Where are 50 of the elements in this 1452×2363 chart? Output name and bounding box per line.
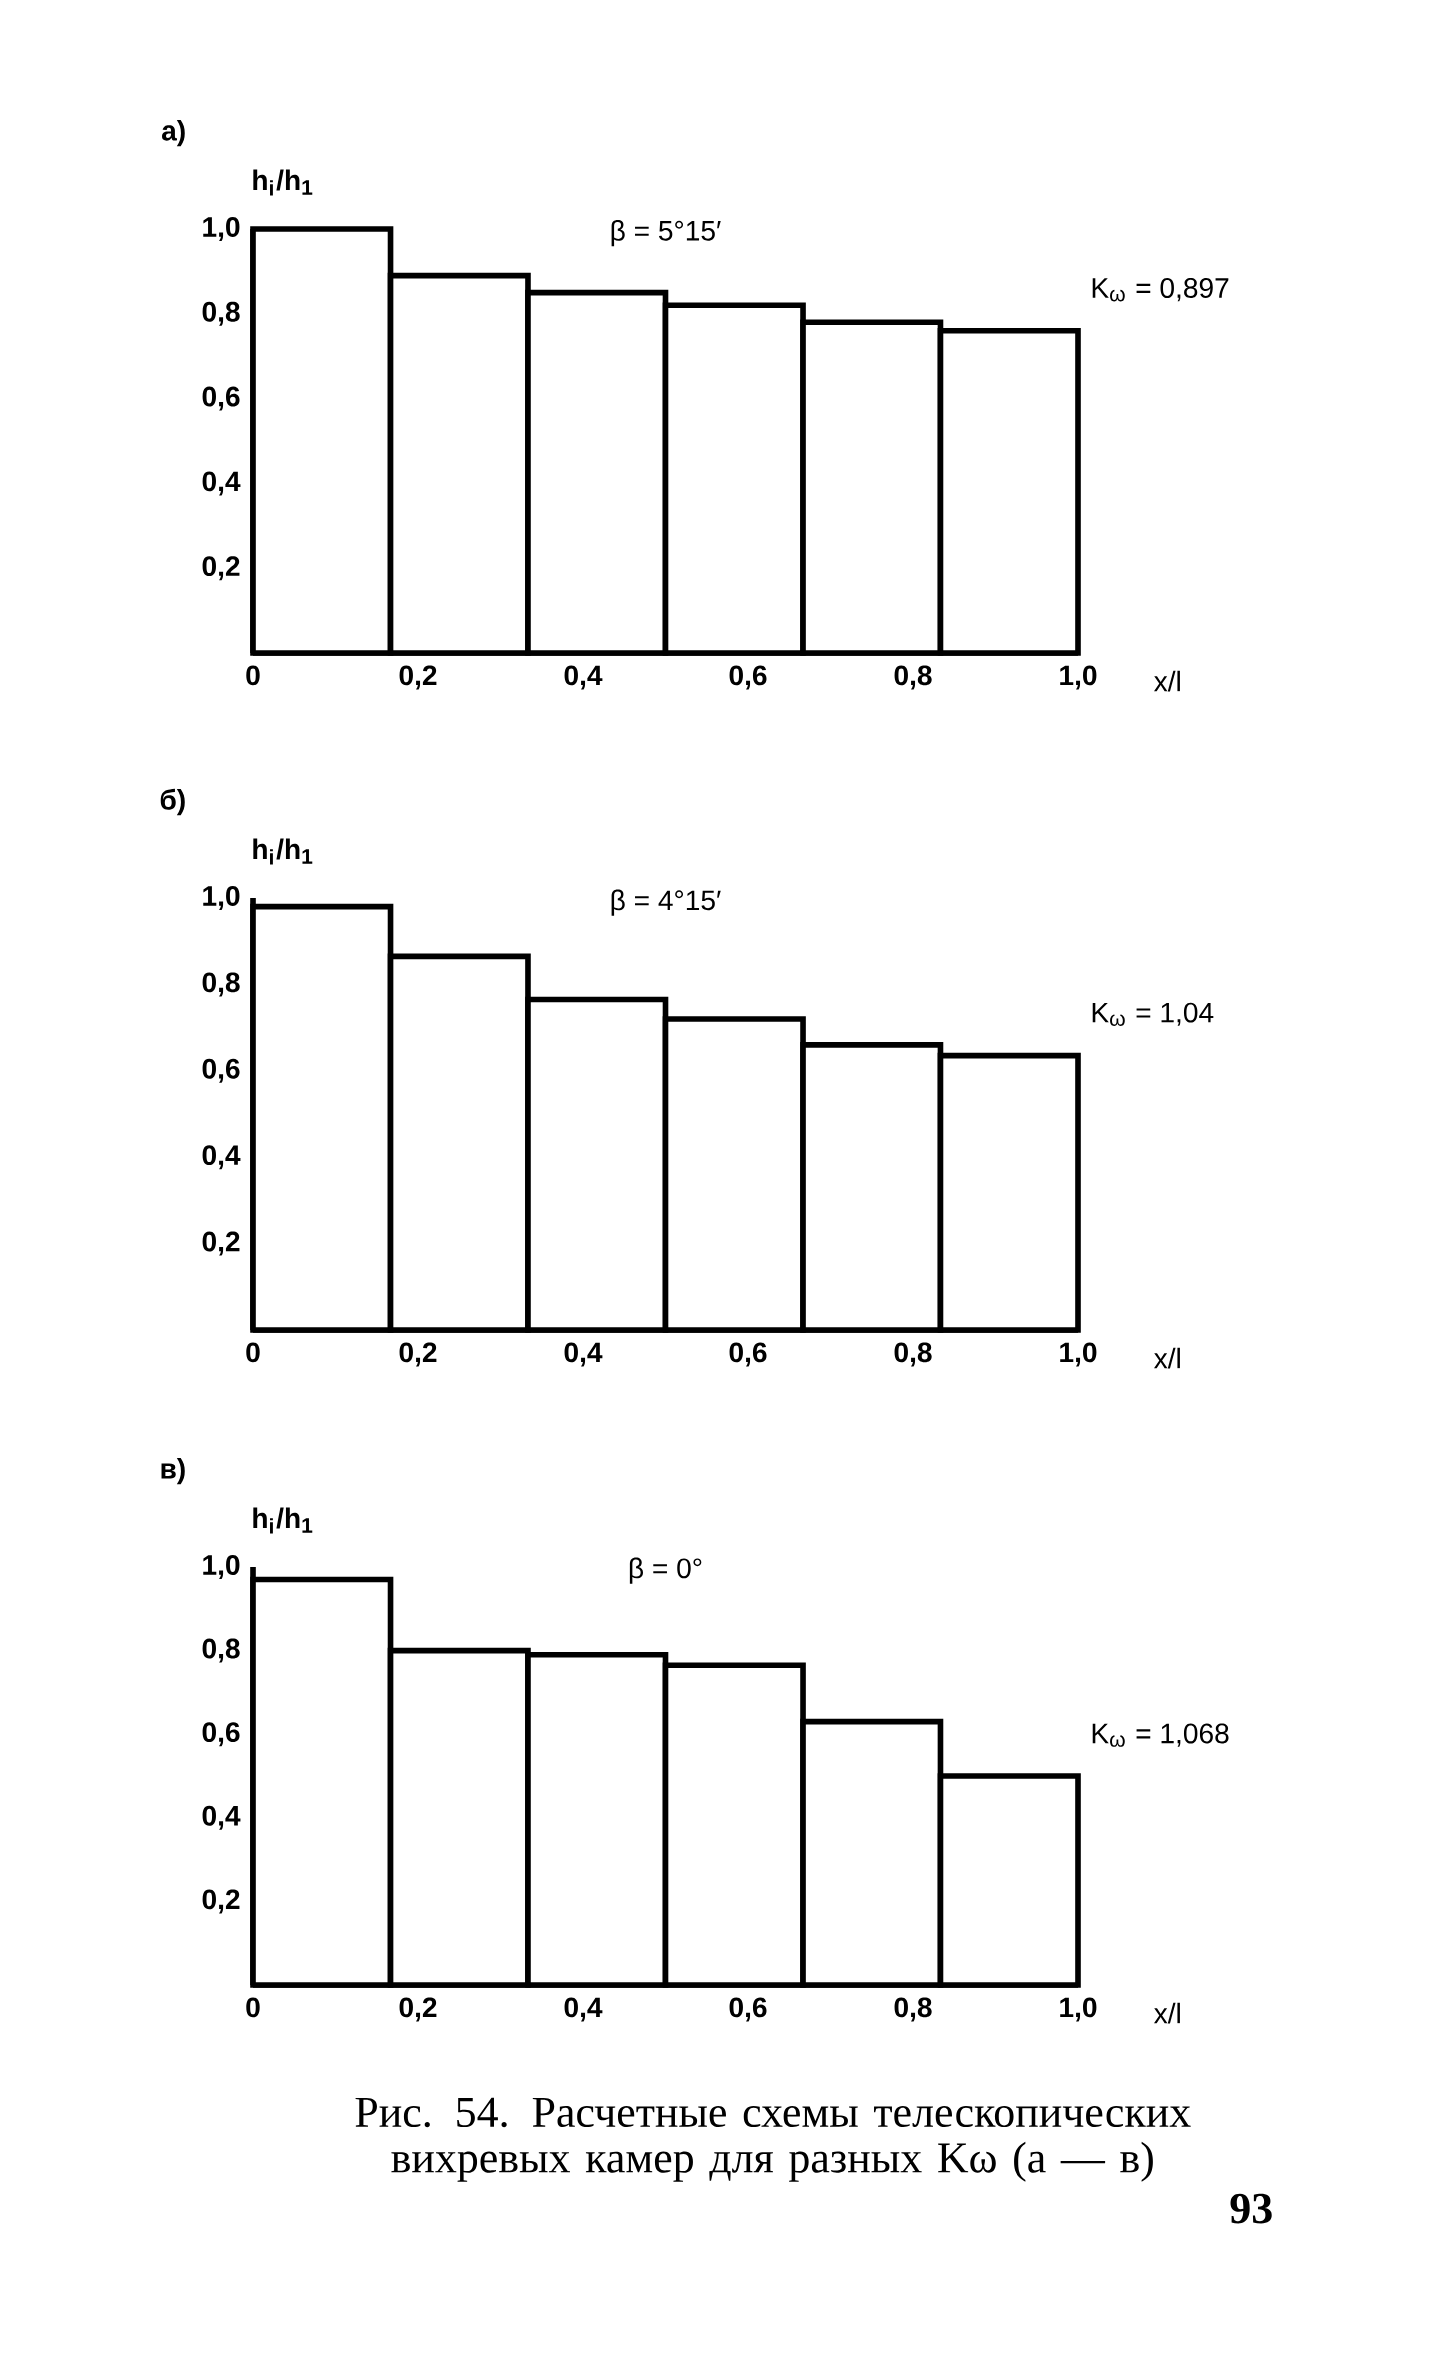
- x-tick-label: 1,0: [1060, 1342, 1097, 1367]
- y-tick-label: 0,6: [202, 1722, 240, 1747]
- y-tick-label: 1,0: [203, 217, 240, 241]
- annotation: β = 5°15′: [611, 220, 721, 247]
- y-tick-label: 0,8: [202, 972, 240, 997]
- x-tick-label: 0,2: [399, 1997, 437, 2022]
- chart-title: а): [162, 120, 185, 147]
- x-tick-label: 0: [246, 1342, 260, 1363]
- x-axis-title: x/l: [1154, 1347, 1180, 1369]
- x-tick-label: 0,6: [729, 1997, 767, 2022]
- x-axis-title: x/l: [1154, 2002, 1180, 2024]
- text: K$_{ω}$ = 0,897: [1092, 278, 1229, 302]
- x-tick-label: 0: [246, 665, 260, 686]
- y-tick-label: 0,6: [202, 386, 240, 411]
- y-tick-label: 0,2: [202, 556, 240, 581]
- y-tick-label: 0,8: [202, 301, 240, 326]
- x-tick-label: 0,2: [399, 1342, 437, 1367]
- x-tick-label: 0,4: [564, 1342, 603, 1367]
- x-tick-label: 0,4: [564, 665, 603, 690]
- y-tick-label: 0,4: [202, 471, 241, 496]
- x-tick-label: 0,2: [399, 665, 437, 690]
- y-axis-title: h$_{i}$/h$_{1}$: [253, 838, 313, 865]
- y-tick-label: 0,6: [202, 1058, 240, 1083]
- x-tick-label: 1,0: [1060, 1997, 1097, 2022]
- y-tick-label: 1,0: [203, 886, 240, 910]
- x-tick-label: 0,8: [894, 665, 932, 690]
- x-tick-label: 0: [246, 1997, 260, 2018]
- y-axis-title: h$_{i}$/h$_{1}$: [253, 1507, 313, 1534]
- y-tick-label: 1,0: [203, 1555, 240, 1579]
- x-tick-label: 1,0: [1060, 665, 1097, 690]
- x-tick-label: 0,6: [729, 665, 767, 690]
- x-tick-label: 0,8: [894, 1342, 932, 1367]
- x-axis-title: x/l: [1154, 670, 1180, 692]
- x-tick-label: 0,8: [894, 1997, 932, 2022]
- x-tick-label: 0,6: [729, 1342, 767, 1367]
- text: K$_{ω}$ = 1,068: [1092, 1723, 1229, 1747]
- y-tick-label: 0,4: [202, 1145, 241, 1170]
- chart-title: б): [160, 788, 185, 816]
- text: K$_{ω}$ = 1,04: [1092, 1002, 1214, 1026]
- text: Рис. 54. Расчетные схемы телескопических вихревых камер для разных Kω (а — в): [355, 2097, 1191, 2182]
- text: 93: [1230, 2193, 1272, 2224]
- y-axis-title: h$_{i}$/h$_{1}$: [253, 169, 313, 196]
- y-tick-label: 0,8: [202, 1638, 240, 1663]
- annotation: β = 4°15′: [611, 889, 721, 916]
- y-tick-label: 0,2: [202, 1889, 240, 1914]
- y-tick-label: 0,4: [202, 1805, 241, 1830]
- annotation: β = 0°: [629, 1557, 702, 1584]
- y-tick-label: 0,2: [202, 1231, 240, 1256]
- x-tick-label: 0,4: [564, 1997, 603, 2022]
- chart-title: в): [161, 1458, 185, 1485]
